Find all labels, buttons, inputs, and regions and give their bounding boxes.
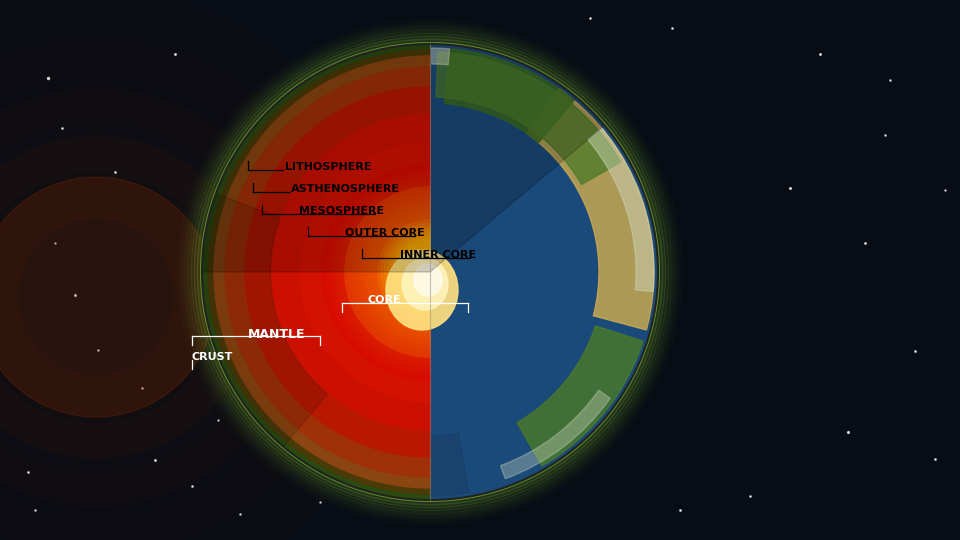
Circle shape	[0, 177, 216, 417]
Wedge shape	[208, 50, 430, 494]
Wedge shape	[390, 232, 430, 312]
Text: MESOSPHERE: MESOSPHERE	[299, 206, 384, 216]
Text: ASTHENOSPHERE: ASTHENOSPHERE	[291, 184, 400, 194]
Wedge shape	[353, 195, 430, 349]
Wedge shape	[245, 87, 430, 457]
Wedge shape	[369, 211, 430, 333]
Wedge shape	[334, 176, 430, 368]
Text: MANTLE: MANTLE	[248, 328, 305, 341]
Wedge shape	[393, 235, 430, 309]
Wedge shape	[373, 215, 430, 329]
Wedge shape	[405, 247, 430, 297]
Wedge shape	[349, 191, 430, 353]
Ellipse shape	[402, 258, 448, 310]
Wedge shape	[335, 48, 430, 105]
Wedge shape	[202, 44, 605, 272]
Text: INNER CORE: INNER CORE	[400, 250, 476, 260]
Text: CRUST: CRUST	[192, 352, 233, 362]
Wedge shape	[378, 220, 430, 324]
Wedge shape	[517, 326, 643, 466]
Wedge shape	[214, 56, 430, 488]
Wedge shape	[399, 241, 430, 303]
Wedge shape	[378, 220, 430, 324]
Wedge shape	[357, 199, 430, 345]
Wedge shape	[345, 187, 430, 357]
Wedge shape	[331, 173, 430, 371]
Wedge shape	[349, 191, 430, 353]
Wedge shape	[300, 142, 430, 402]
Wedge shape	[381, 223, 430, 321]
Wedge shape	[202, 194, 327, 447]
Wedge shape	[377, 219, 430, 325]
Text: LITHOSPHERE: LITHOSPHERE	[285, 162, 372, 172]
Wedge shape	[444, 49, 574, 143]
Ellipse shape	[414, 264, 442, 296]
Wedge shape	[355, 197, 430, 347]
Text: CORE: CORE	[368, 295, 401, 305]
Wedge shape	[322, 164, 430, 380]
Wedge shape	[416, 258, 430, 286]
Wedge shape	[337, 179, 430, 365]
Wedge shape	[436, 52, 620, 185]
Wedge shape	[381, 223, 430, 321]
Text: OUTER CORE: OUTER CORE	[345, 228, 424, 238]
Wedge shape	[353, 48, 449, 77]
Wedge shape	[365, 207, 430, 337]
Wedge shape	[343, 185, 430, 359]
Wedge shape	[325, 167, 430, 377]
Wedge shape	[527, 89, 654, 330]
Wedge shape	[202, 44, 430, 500]
Wedge shape	[365, 207, 430, 337]
Ellipse shape	[386, 250, 458, 330]
Wedge shape	[352, 194, 430, 350]
Wedge shape	[392, 234, 430, 310]
Wedge shape	[500, 390, 611, 479]
Wedge shape	[272, 114, 430, 430]
Wedge shape	[346, 188, 430, 356]
Wedge shape	[322, 164, 430, 380]
Wedge shape	[361, 203, 430, 341]
Wedge shape	[225, 67, 430, 477]
Wedge shape	[396, 238, 430, 306]
Wedge shape	[340, 182, 430, 362]
Wedge shape	[588, 128, 654, 292]
Wedge shape	[345, 187, 430, 357]
Wedge shape	[318, 414, 468, 496]
Wedge shape	[387, 229, 430, 315]
Wedge shape	[384, 226, 430, 318]
Wedge shape	[328, 170, 430, 374]
Circle shape	[202, 44, 658, 500]
